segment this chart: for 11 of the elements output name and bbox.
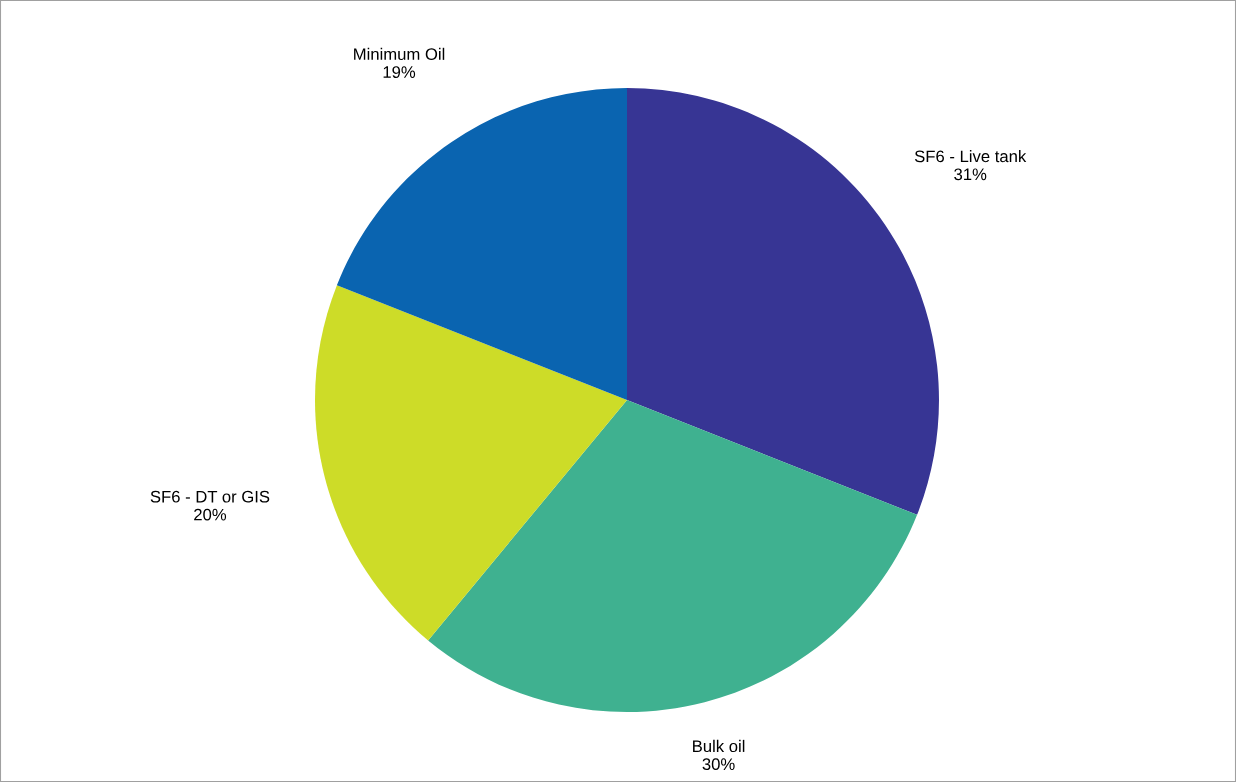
pie-slice [315, 285, 627, 641]
data-label: 30% [702, 758, 735, 771]
pie-slice [336, 88, 627, 400]
slice-label: Bulk oil [693, 739, 745, 753]
slice-label: Minimum Oil [354, 47, 445, 61]
data-label: 31% [954, 168, 987, 181]
data-label: 20% [194, 508, 227, 521]
pie-slice [428, 400, 918, 712]
slice-label: SF6 - DT or GIS [150, 490, 270, 503]
data-label: 19% [383, 66, 416, 78]
slice-label: SF6 - Live tank [914, 150, 1027, 163]
